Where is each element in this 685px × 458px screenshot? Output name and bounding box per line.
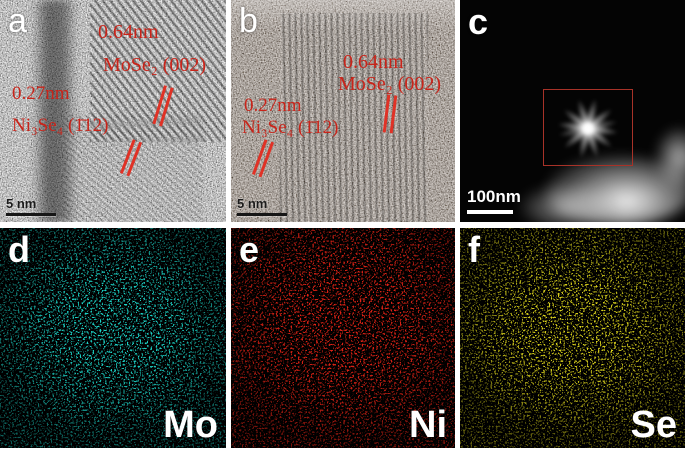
phase-annotation-mose2: MoSe₂ (002) <box>103 54 207 76</box>
panel-label-c: c <box>468 1 489 42</box>
scale-bar-label: 100nm <box>467 187 521 206</box>
scale-bar: 5 nm <box>237 197 287 216</box>
element-label-ni: Ni <box>409 404 447 446</box>
panel-f: f Se <box>460 228 685 448</box>
scale-bar: 100nm <box>467 188 521 214</box>
panel-label-f: f <box>468 229 480 270</box>
phase-annotation-nise: Ni₃Se₄ (1̄12) <box>242 117 339 138</box>
panel-label-b: b <box>239 2 258 40</box>
panel-c: c 100nm <box>460 0 685 222</box>
scale-bar-label: 5 nm <box>6 196 37 211</box>
scale-bar-line <box>237 213 287 216</box>
scale-bar-label: 5 nm <box>237 196 268 211</box>
panel-label-a: a <box>8 2 27 40</box>
panel-label-d: d <box>8 229 30 270</box>
ni-eds-speckle-map <box>231 228 455 448</box>
panel-b: b 0.64nm MoSe₂ (002) 0.27nm Ni₃Se₄ (1̄12… <box>231 0 455 222</box>
scale-bar: 5 nm <box>6 197 56 216</box>
spacing-annotation-nise: 0.27nm <box>244 95 302 116</box>
hrtem-noise-texture <box>231 0 455 222</box>
highlight-box <box>543 89 633 166</box>
panel-a: a 0.64nm MoSe₂ (002) 0.27nm Ni₃Se₄ (1̄12… <box>0 0 226 222</box>
panel-d: d Mo <box>0 228 226 448</box>
scale-bar-line <box>6 213 56 216</box>
nanoflower-cluster <box>520 185 610 222</box>
scale-bar-line <box>467 210 513 214</box>
panel-e: e Ni <box>231 228 455 448</box>
spacing-annotation-nise: 0.27nm <box>12 83 70 104</box>
spacing-annotation-mose2: 0.64nm <box>98 21 159 43</box>
spacing-annotation-mose2: 0.64nm <box>343 51 404 73</box>
phase-annotation-mose2: MoSe₂ (002) <box>338 73 442 95</box>
phase-annotation-nise: Ni₃Se₄ (1̄12) <box>12 115 109 136</box>
element-label-mo: Mo <box>163 404 218 446</box>
element-label-se: Se <box>630 404 677 446</box>
panel-label-e: e <box>239 229 260 270</box>
